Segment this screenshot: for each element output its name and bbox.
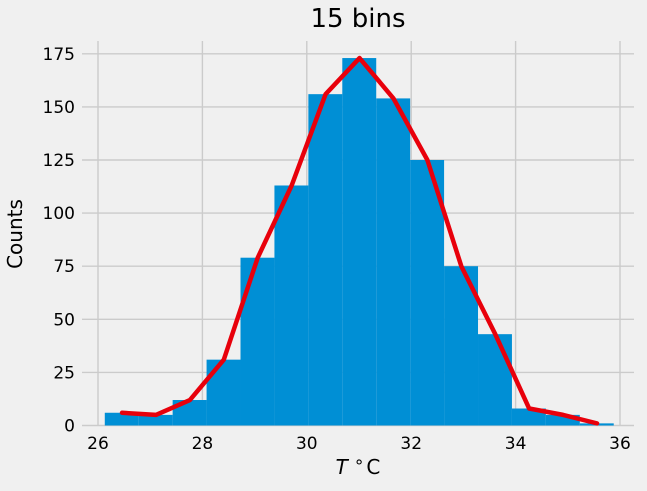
x-axis-label-unit: C (366, 455, 381, 479)
histogram-bar (274, 185, 309, 426)
histogram-bar (342, 58, 377, 426)
x-tick-label: 36 (609, 434, 631, 454)
x-tick-label: 32 (400, 434, 422, 454)
x-axis-label-degree: ° (354, 457, 364, 477)
y-tick-label: 100 (43, 204, 75, 224)
y-axis-label: Counts (3, 199, 27, 269)
x-tick-label: 30 (296, 434, 318, 454)
histogram-bar (545, 414, 580, 426)
y-tick-label: 25 (53, 363, 75, 383)
x-tick-label: 28 (192, 434, 214, 454)
histogram-bar (104, 412, 139, 426)
y-tick-label: 75 (53, 257, 75, 277)
x-axis-label: T ° C (82, 455, 634, 479)
histogram-bar (206, 359, 241, 426)
y-tick-label: 50 (53, 310, 75, 330)
histogram-bar (478, 334, 512, 426)
x-tick-label: 34 (505, 434, 527, 454)
x-axis-label-symbol: T (335, 455, 348, 479)
x-tick-label: 26 (87, 434, 109, 454)
histogram-bar (240, 257, 275, 426)
histogram-bar (410, 160, 445, 426)
y-tick-label: 150 (43, 98, 75, 118)
chart-title: 15 bins (310, 4, 406, 34)
histogram-bar (138, 414, 173, 426)
y-tick-label: 0 (64, 417, 75, 437)
line-series (119, 55, 600, 426)
y-tick-label: 175 (43, 45, 75, 65)
y-tick-label: 125 (43, 151, 75, 171)
histogram-bar (376, 98, 411, 426)
histogram-bar (308, 94, 343, 426)
histogram-bar (511, 408, 546, 426)
